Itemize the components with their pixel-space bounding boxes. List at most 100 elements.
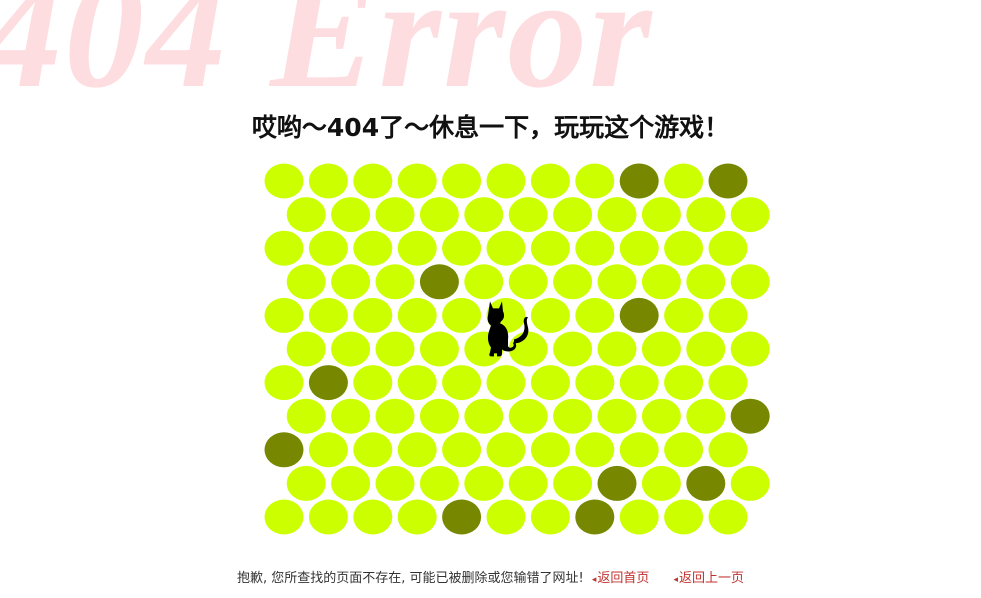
- game-cell[interactable]: [464, 197, 504, 233]
- game-cell[interactable]: [508, 197, 548, 233]
- game-cell[interactable]: [286, 398, 326, 434]
- game-cell[interactable]: [331, 465, 371, 501]
- game-cell[interactable]: [353, 432, 393, 468]
- game-cell[interactable]: [375, 465, 415, 501]
- game-cell[interactable]: [442, 432, 482, 468]
- game-cell[interactable]: [397, 365, 437, 401]
- game-cell[interactable]: [641, 398, 681, 434]
- game-cell[interactable]: [308, 432, 348, 468]
- game-cell[interactable]: [353, 297, 393, 333]
- game-cell[interactable]: [619, 432, 659, 468]
- game-cell[interactable]: [553, 264, 593, 300]
- game-cell[interactable]: [464, 398, 504, 434]
- game-cell[interactable]: [597, 264, 637, 300]
- game-cell[interactable]: [530, 230, 570, 266]
- game-cell[interactable]: [708, 365, 748, 401]
- game-cell[interactable]: [641, 197, 681, 233]
- game-cell[interactable]: [486, 230, 526, 266]
- game-cell[interactable]: [664, 432, 704, 468]
- game-cell[interactable]: [331, 398, 371, 434]
- game-cell[interactable]: [575, 297, 615, 333]
- game-cell[interactable]: [530, 297, 570, 333]
- game-cell[interactable]: [730, 331, 770, 367]
- game-cell[interactable]: [419, 398, 459, 434]
- game-cell[interactable]: [508, 264, 548, 300]
- game-cell[interactable]: [264, 365, 304, 401]
- game-cell[interactable]: [308, 499, 348, 535]
- game-cell[interactable]: [619, 365, 659, 401]
- game-cell[interactable]: [419, 331, 459, 367]
- game-cell[interactable]: [353, 163, 393, 199]
- game-cell[interactable]: [686, 197, 726, 233]
- game-cell[interactable]: [708, 230, 748, 266]
- game-cell[interactable]: [353, 365, 393, 401]
- game-cell[interactable]: [308, 163, 348, 199]
- game-cell[interactable]: [419, 465, 459, 501]
- game-cell[interactable]: [641, 264, 681, 300]
- game-cell[interactable]: [664, 230, 704, 266]
- game-cell[interactable]: [397, 432, 437, 468]
- game-cell[interactable]: [664, 365, 704, 401]
- game-cell[interactable]: [708, 499, 748, 535]
- game-cell[interactable]: [530, 432, 570, 468]
- game-cell[interactable]: [641, 465, 681, 501]
- game-cell[interactable]: [286, 465, 326, 501]
- game-cell[interactable]: [686, 264, 726, 300]
- game-cell[interactable]: [419, 197, 459, 233]
- game-cell[interactable]: [553, 197, 593, 233]
- game-cell[interactable]: [464, 465, 504, 501]
- game-cell[interactable]: [375, 398, 415, 434]
- game-cell[interactable]: [730, 264, 770, 300]
- game-cell[interactable]: [442, 297, 482, 333]
- game-cell[interactable]: [530, 365, 570, 401]
- game-cell[interactable]: [286, 264, 326, 300]
- game-cell[interactable]: [486, 432, 526, 468]
- game-cell[interactable]: [331, 197, 371, 233]
- game-cell[interactable]: [442, 230, 482, 266]
- game-cell[interactable]: [486, 163, 526, 199]
- back-link[interactable]: ◂返回上一页: [673, 571, 745, 586]
- game-cell[interactable]: [553, 465, 593, 501]
- game-cell[interactable]: [375, 264, 415, 300]
- game-cell[interactable]: [597, 398, 637, 434]
- game-cell[interactable]: [397, 499, 437, 535]
- game-cell[interactable]: [331, 331, 371, 367]
- game-cell[interactable]: [286, 331, 326, 367]
- game-cell[interactable]: [664, 297, 704, 333]
- game-cell[interactable]: [353, 499, 393, 535]
- game-cell[interactable]: [486, 365, 526, 401]
- home-link[interactable]: ◂返回首页: [591, 571, 650, 586]
- game-cell[interactable]: [308, 297, 348, 333]
- game-cell[interactable]: [686, 331, 726, 367]
- game-cell[interactable]: [508, 398, 548, 434]
- game-cell[interactable]: [730, 465, 770, 501]
- game-cell[interactable]: [575, 230, 615, 266]
- game-cell[interactable]: [619, 499, 659, 535]
- game-cell[interactable]: [708, 297, 748, 333]
- game-cell[interactable]: [597, 331, 637, 367]
- game-cell[interactable]: [442, 365, 482, 401]
- game-cell[interactable]: [308, 230, 348, 266]
- game-cell[interactable]: [730, 197, 770, 233]
- game-cell[interactable]: [708, 432, 748, 468]
- game-cell[interactable]: [530, 163, 570, 199]
- game-cell[interactable]: [508, 465, 548, 501]
- game-cell[interactable]: [264, 499, 304, 535]
- game-cell[interactable]: [353, 230, 393, 266]
- game-cell[interactable]: [664, 499, 704, 535]
- game-cell[interactable]: [575, 432, 615, 468]
- game-cell[interactable]: [375, 197, 415, 233]
- game-cell[interactable]: [264, 230, 304, 266]
- game-cell[interactable]: [442, 163, 482, 199]
- game-cell[interactable]: [619, 230, 659, 266]
- game-cell[interactable]: [686, 398, 726, 434]
- game-cell[interactable]: [331, 264, 371, 300]
- game-cell[interactable]: [397, 163, 437, 199]
- game-cell[interactable]: [553, 331, 593, 367]
- game-cell[interactable]: [264, 163, 304, 199]
- game-cell[interactable]: [375, 331, 415, 367]
- game-cell[interactable]: [397, 297, 437, 333]
- game-cell[interactable]: [397, 230, 437, 266]
- game-cell[interactable]: [575, 365, 615, 401]
- game-cell[interactable]: [486, 499, 526, 535]
